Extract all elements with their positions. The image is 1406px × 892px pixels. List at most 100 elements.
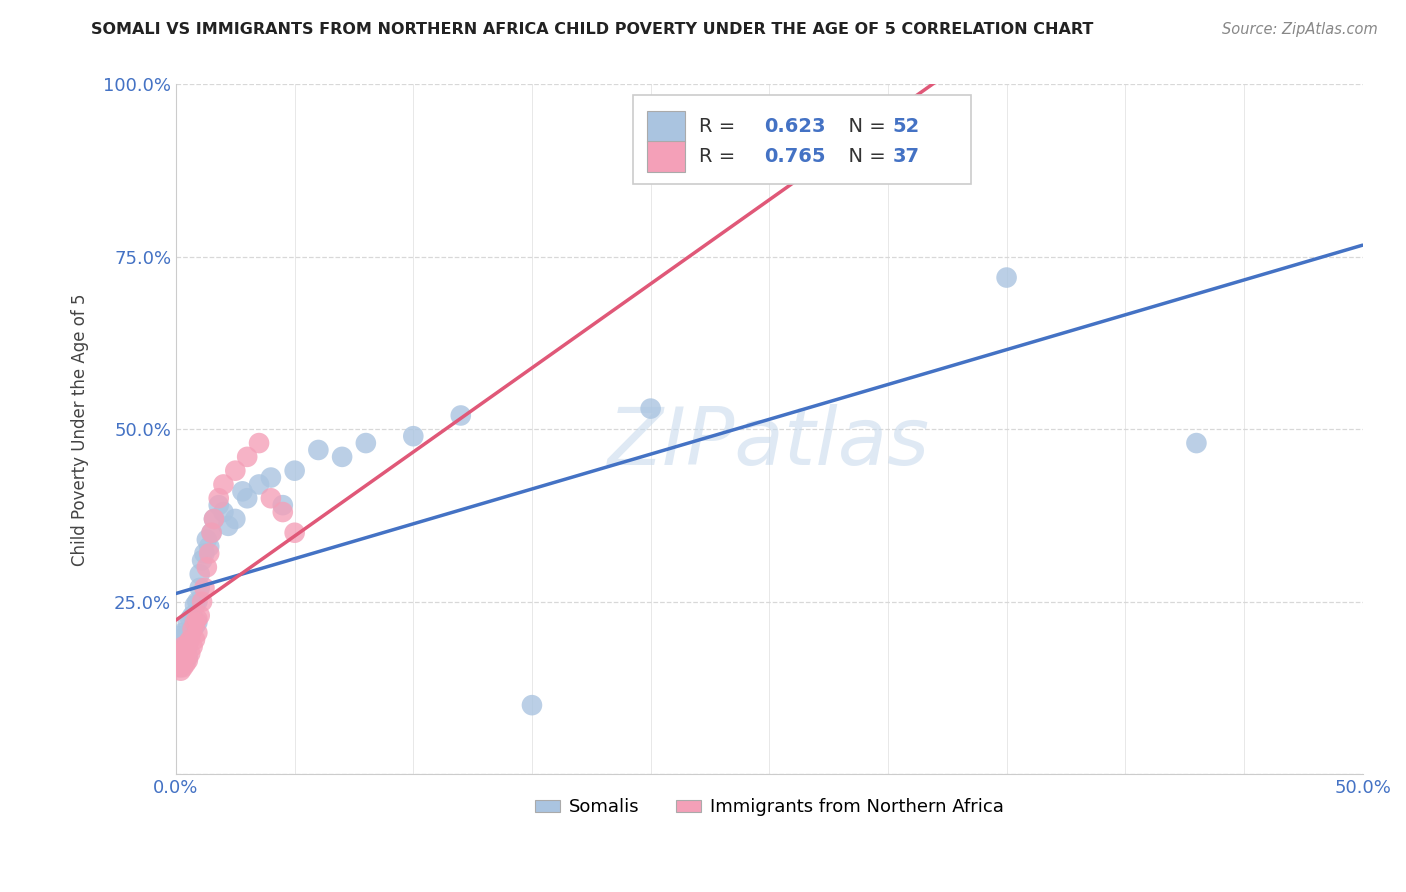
Point	[172, 636, 194, 650]
Point	[170, 643, 193, 657]
Point	[284, 525, 307, 540]
Point	[177, 649, 200, 664]
Point	[172, 657, 194, 671]
Point	[179, 632, 201, 647]
Point	[179, 612, 201, 626]
Point	[200, 525, 222, 540]
Point	[260, 491, 283, 506]
Point	[198, 540, 221, 554]
Point	[236, 491, 259, 506]
Point	[167, 653, 190, 667]
Point	[177, 640, 200, 654]
Point	[231, 484, 253, 499]
Point	[167, 647, 190, 661]
Point	[172, 625, 194, 640]
Point	[208, 491, 231, 506]
Point	[184, 615, 207, 630]
Point	[236, 450, 259, 464]
Point	[307, 442, 329, 457]
Point	[174, 653, 197, 667]
Point	[640, 401, 662, 416]
Point	[170, 660, 193, 674]
Point	[188, 608, 211, 623]
Point	[402, 429, 425, 443]
Point	[170, 643, 193, 657]
Point	[271, 498, 294, 512]
Point	[177, 653, 200, 667]
Point	[170, 657, 193, 671]
Point	[167, 660, 190, 674]
Point	[179, 629, 201, 643]
Point	[247, 477, 270, 491]
Point	[174, 647, 197, 661]
Text: N =: N =	[835, 117, 891, 136]
Point	[260, 470, 283, 484]
Point	[948, 112, 970, 126]
Point	[188, 581, 211, 595]
Point	[188, 567, 211, 582]
Text: 52: 52	[893, 117, 920, 136]
FancyBboxPatch shape	[633, 95, 972, 185]
Point	[172, 660, 194, 674]
Point	[200, 525, 222, 540]
Point	[195, 560, 218, 574]
Point	[170, 632, 193, 647]
Point	[224, 512, 246, 526]
Y-axis label: Child Poverty Under the Age of 5: Child Poverty Under the Age of 5	[72, 293, 89, 566]
Point	[179, 647, 201, 661]
Point	[177, 615, 200, 630]
Point	[202, 512, 225, 526]
Point	[193, 546, 215, 560]
Text: 0.765: 0.765	[765, 147, 827, 166]
Point	[198, 546, 221, 560]
Point	[174, 629, 197, 643]
Point	[186, 625, 208, 640]
Text: N =: N =	[835, 147, 891, 166]
Point	[181, 622, 204, 636]
Text: R =: R =	[699, 117, 742, 136]
Text: 0.623: 0.623	[765, 117, 827, 136]
Point	[995, 270, 1018, 285]
Point	[212, 477, 235, 491]
Point	[450, 409, 472, 423]
Point	[167, 640, 190, 654]
Point	[193, 581, 215, 595]
Text: Source: ZipAtlas.com: Source: ZipAtlas.com	[1222, 22, 1378, 37]
Point	[170, 649, 193, 664]
Point	[191, 553, 214, 567]
Point	[172, 640, 194, 654]
Point	[167, 647, 190, 661]
Point	[212, 505, 235, 519]
Point	[174, 657, 197, 671]
Point	[170, 664, 193, 678]
Point	[354, 436, 377, 450]
Point	[177, 636, 200, 650]
Text: 37: 37	[893, 147, 920, 166]
Point	[186, 595, 208, 609]
Point	[184, 632, 207, 647]
Point	[271, 505, 294, 519]
Point	[202, 512, 225, 526]
Text: SOMALI VS IMMIGRANTS FROM NORTHERN AFRICA CHILD POVERTY UNDER THE AGE OF 5 CORRE: SOMALI VS IMMIGRANTS FROM NORTHERN AFRIC…	[91, 22, 1094, 37]
Point	[247, 436, 270, 450]
Point	[1185, 436, 1208, 450]
FancyBboxPatch shape	[647, 111, 685, 142]
FancyBboxPatch shape	[647, 141, 685, 172]
Point	[195, 533, 218, 547]
Point	[181, 640, 204, 654]
Point	[172, 647, 194, 661]
Point	[330, 450, 353, 464]
Point	[191, 595, 214, 609]
Point	[172, 649, 194, 664]
Point	[208, 498, 231, 512]
Text: R =: R =	[699, 147, 742, 166]
Point	[184, 598, 207, 612]
Point	[217, 519, 239, 533]
Point	[284, 464, 307, 478]
Point	[184, 619, 207, 633]
Point	[520, 698, 543, 713]
Legend: Somalis, Immigrants from Northern Africa: Somalis, Immigrants from Northern Africa	[527, 791, 1011, 823]
Point	[167, 629, 190, 643]
Point	[186, 615, 208, 630]
Text: ZIPatlas: ZIPatlas	[609, 404, 931, 482]
